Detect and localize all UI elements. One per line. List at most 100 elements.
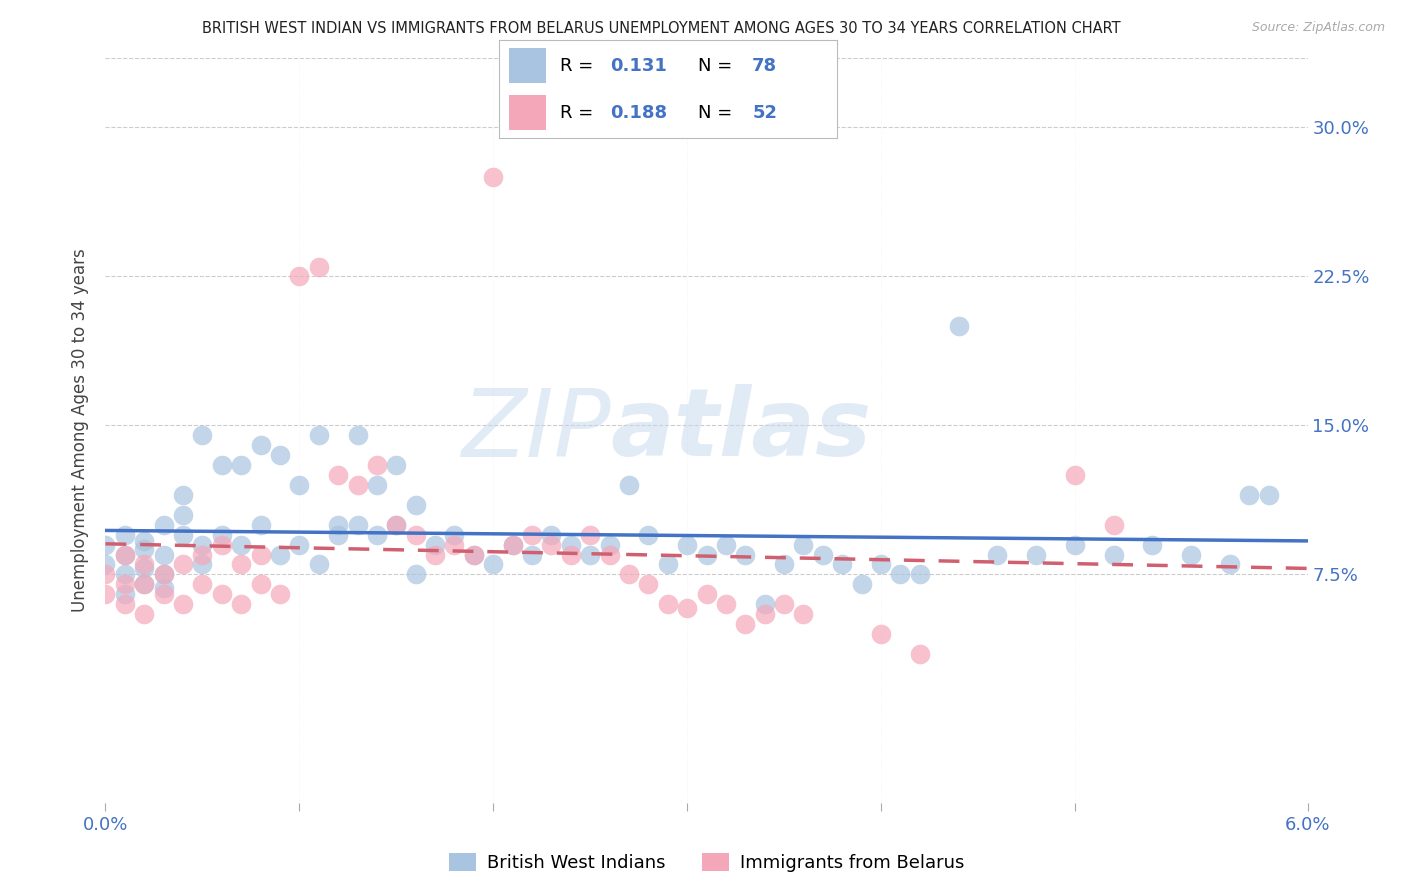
Point	[540, 538, 562, 552]
Point	[134, 577, 156, 591]
Point	[773, 558, 796, 572]
Point	[1257, 488, 1279, 502]
Point	[114, 527, 136, 541]
Point	[191, 558, 214, 572]
Point	[696, 587, 718, 601]
Point	[754, 597, 776, 611]
Point	[1064, 538, 1087, 552]
Point	[889, 567, 911, 582]
Point	[134, 577, 156, 591]
Point	[249, 517, 271, 532]
Point	[754, 607, 776, 621]
Point	[540, 527, 562, 541]
Point	[152, 567, 174, 582]
Point	[94, 558, 117, 572]
Point	[134, 561, 156, 575]
Point	[308, 428, 330, 442]
Point	[211, 587, 233, 601]
Point	[423, 548, 446, 562]
Point	[463, 548, 485, 562]
Point	[346, 478, 368, 492]
Text: 78: 78	[752, 57, 778, 75]
Point	[366, 527, 388, 541]
Point	[482, 170, 505, 185]
Point	[1025, 548, 1047, 562]
Point	[696, 548, 718, 562]
Point	[211, 458, 233, 472]
Point	[714, 597, 737, 611]
Point	[1064, 468, 1087, 483]
Point	[114, 567, 136, 582]
Point	[269, 548, 291, 562]
Point	[152, 587, 174, 601]
Point	[502, 538, 524, 552]
Point	[134, 541, 156, 556]
Point	[714, 538, 737, 552]
Point	[870, 627, 893, 641]
Point	[152, 548, 174, 562]
Point	[599, 548, 621, 562]
Point	[1102, 517, 1125, 532]
Point	[1142, 538, 1164, 552]
Point	[326, 517, 349, 532]
Point	[231, 538, 253, 552]
Point	[346, 428, 368, 442]
Point	[482, 558, 505, 572]
Point	[948, 319, 970, 334]
Point	[560, 548, 582, 562]
Point	[405, 567, 427, 582]
Point	[114, 577, 136, 591]
Point	[502, 538, 524, 552]
Point	[560, 538, 582, 552]
Point	[134, 533, 156, 548]
Point	[851, 577, 873, 591]
Text: 0.188: 0.188	[610, 103, 668, 121]
Text: N =: N =	[699, 57, 738, 75]
Point	[249, 577, 271, 591]
Text: ZIP: ZIP	[461, 384, 610, 476]
Point	[231, 458, 253, 472]
Point	[94, 587, 117, 601]
Point	[134, 607, 156, 621]
Point	[366, 458, 388, 472]
Point	[211, 538, 233, 552]
Point	[520, 548, 543, 562]
Point	[191, 577, 214, 591]
Point	[191, 548, 214, 562]
Point	[405, 527, 427, 541]
Point	[792, 607, 814, 621]
Point	[172, 488, 194, 502]
Point	[870, 558, 893, 572]
Point	[288, 269, 311, 284]
Point	[1180, 548, 1202, 562]
Point	[734, 617, 756, 632]
Legend: British West Indians, Immigrants from Belarus: British West Indians, Immigrants from Be…	[441, 846, 972, 880]
Point	[676, 538, 699, 552]
Text: atlas: atlas	[610, 384, 872, 476]
Point	[617, 567, 640, 582]
Point	[114, 548, 136, 562]
Text: R =: R =	[560, 57, 599, 75]
Point	[811, 548, 834, 562]
Point	[94, 538, 117, 552]
Point	[385, 517, 408, 532]
Point	[191, 428, 214, 442]
Point	[423, 538, 446, 552]
Y-axis label: Unemployment Among Ages 30 to 34 years: Unemployment Among Ages 30 to 34 years	[72, 249, 90, 612]
Point	[152, 517, 174, 532]
Point	[231, 597, 253, 611]
Point	[191, 538, 214, 552]
Point	[172, 527, 194, 541]
Point	[617, 478, 640, 492]
Point	[114, 597, 136, 611]
Point	[637, 577, 659, 591]
Point	[676, 601, 699, 615]
Point	[657, 597, 679, 611]
Text: BRITISH WEST INDIAN VS IMMIGRANTS FROM BELARUS UNEMPLOYMENT AMONG AGES 30 TO 34 : BRITISH WEST INDIAN VS IMMIGRANTS FROM B…	[201, 21, 1121, 36]
Point	[326, 468, 349, 483]
Point	[249, 438, 271, 452]
Point	[114, 587, 136, 601]
Point	[326, 527, 349, 541]
Point	[1102, 548, 1125, 562]
Point	[346, 517, 368, 532]
